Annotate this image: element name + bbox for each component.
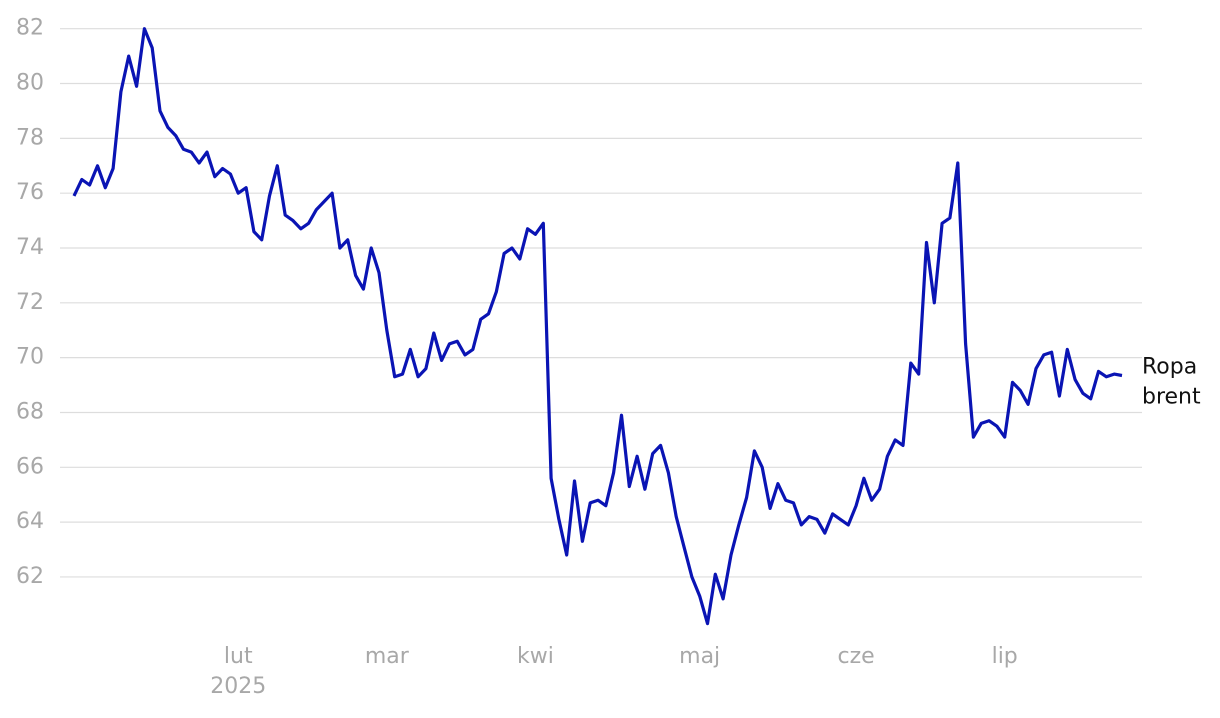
y-tick-label: 66 — [16, 454, 44, 479]
y-tick-label: 72 — [16, 290, 44, 315]
y-tick-label: 70 — [16, 345, 44, 370]
y-tick-label: 76 — [16, 180, 44, 205]
x-tick-label: maj — [679, 644, 720, 669]
series-line — [72, 27, 1123, 626]
y-tick-label: 82 — [16, 16, 44, 41]
y-tick-label: 64 — [16, 509, 44, 534]
y-tick-label: 74 — [16, 235, 44, 260]
x-tick-label: lut 2025 — [210, 644, 266, 699]
y-tick-label: 68 — [16, 399, 44, 424]
x-tick-label: kwi — [517, 644, 554, 669]
x-tick-label: lip — [992, 644, 1018, 669]
x-tick-label: cze — [837, 644, 874, 669]
y-tick-label: 78 — [16, 125, 44, 150]
x-tick-label: mar — [365, 644, 410, 669]
series-label: Ropa brent — [1142, 354, 1201, 409]
y-tick-label: 62 — [16, 564, 44, 589]
y-tick-label: 80 — [16, 71, 44, 96]
